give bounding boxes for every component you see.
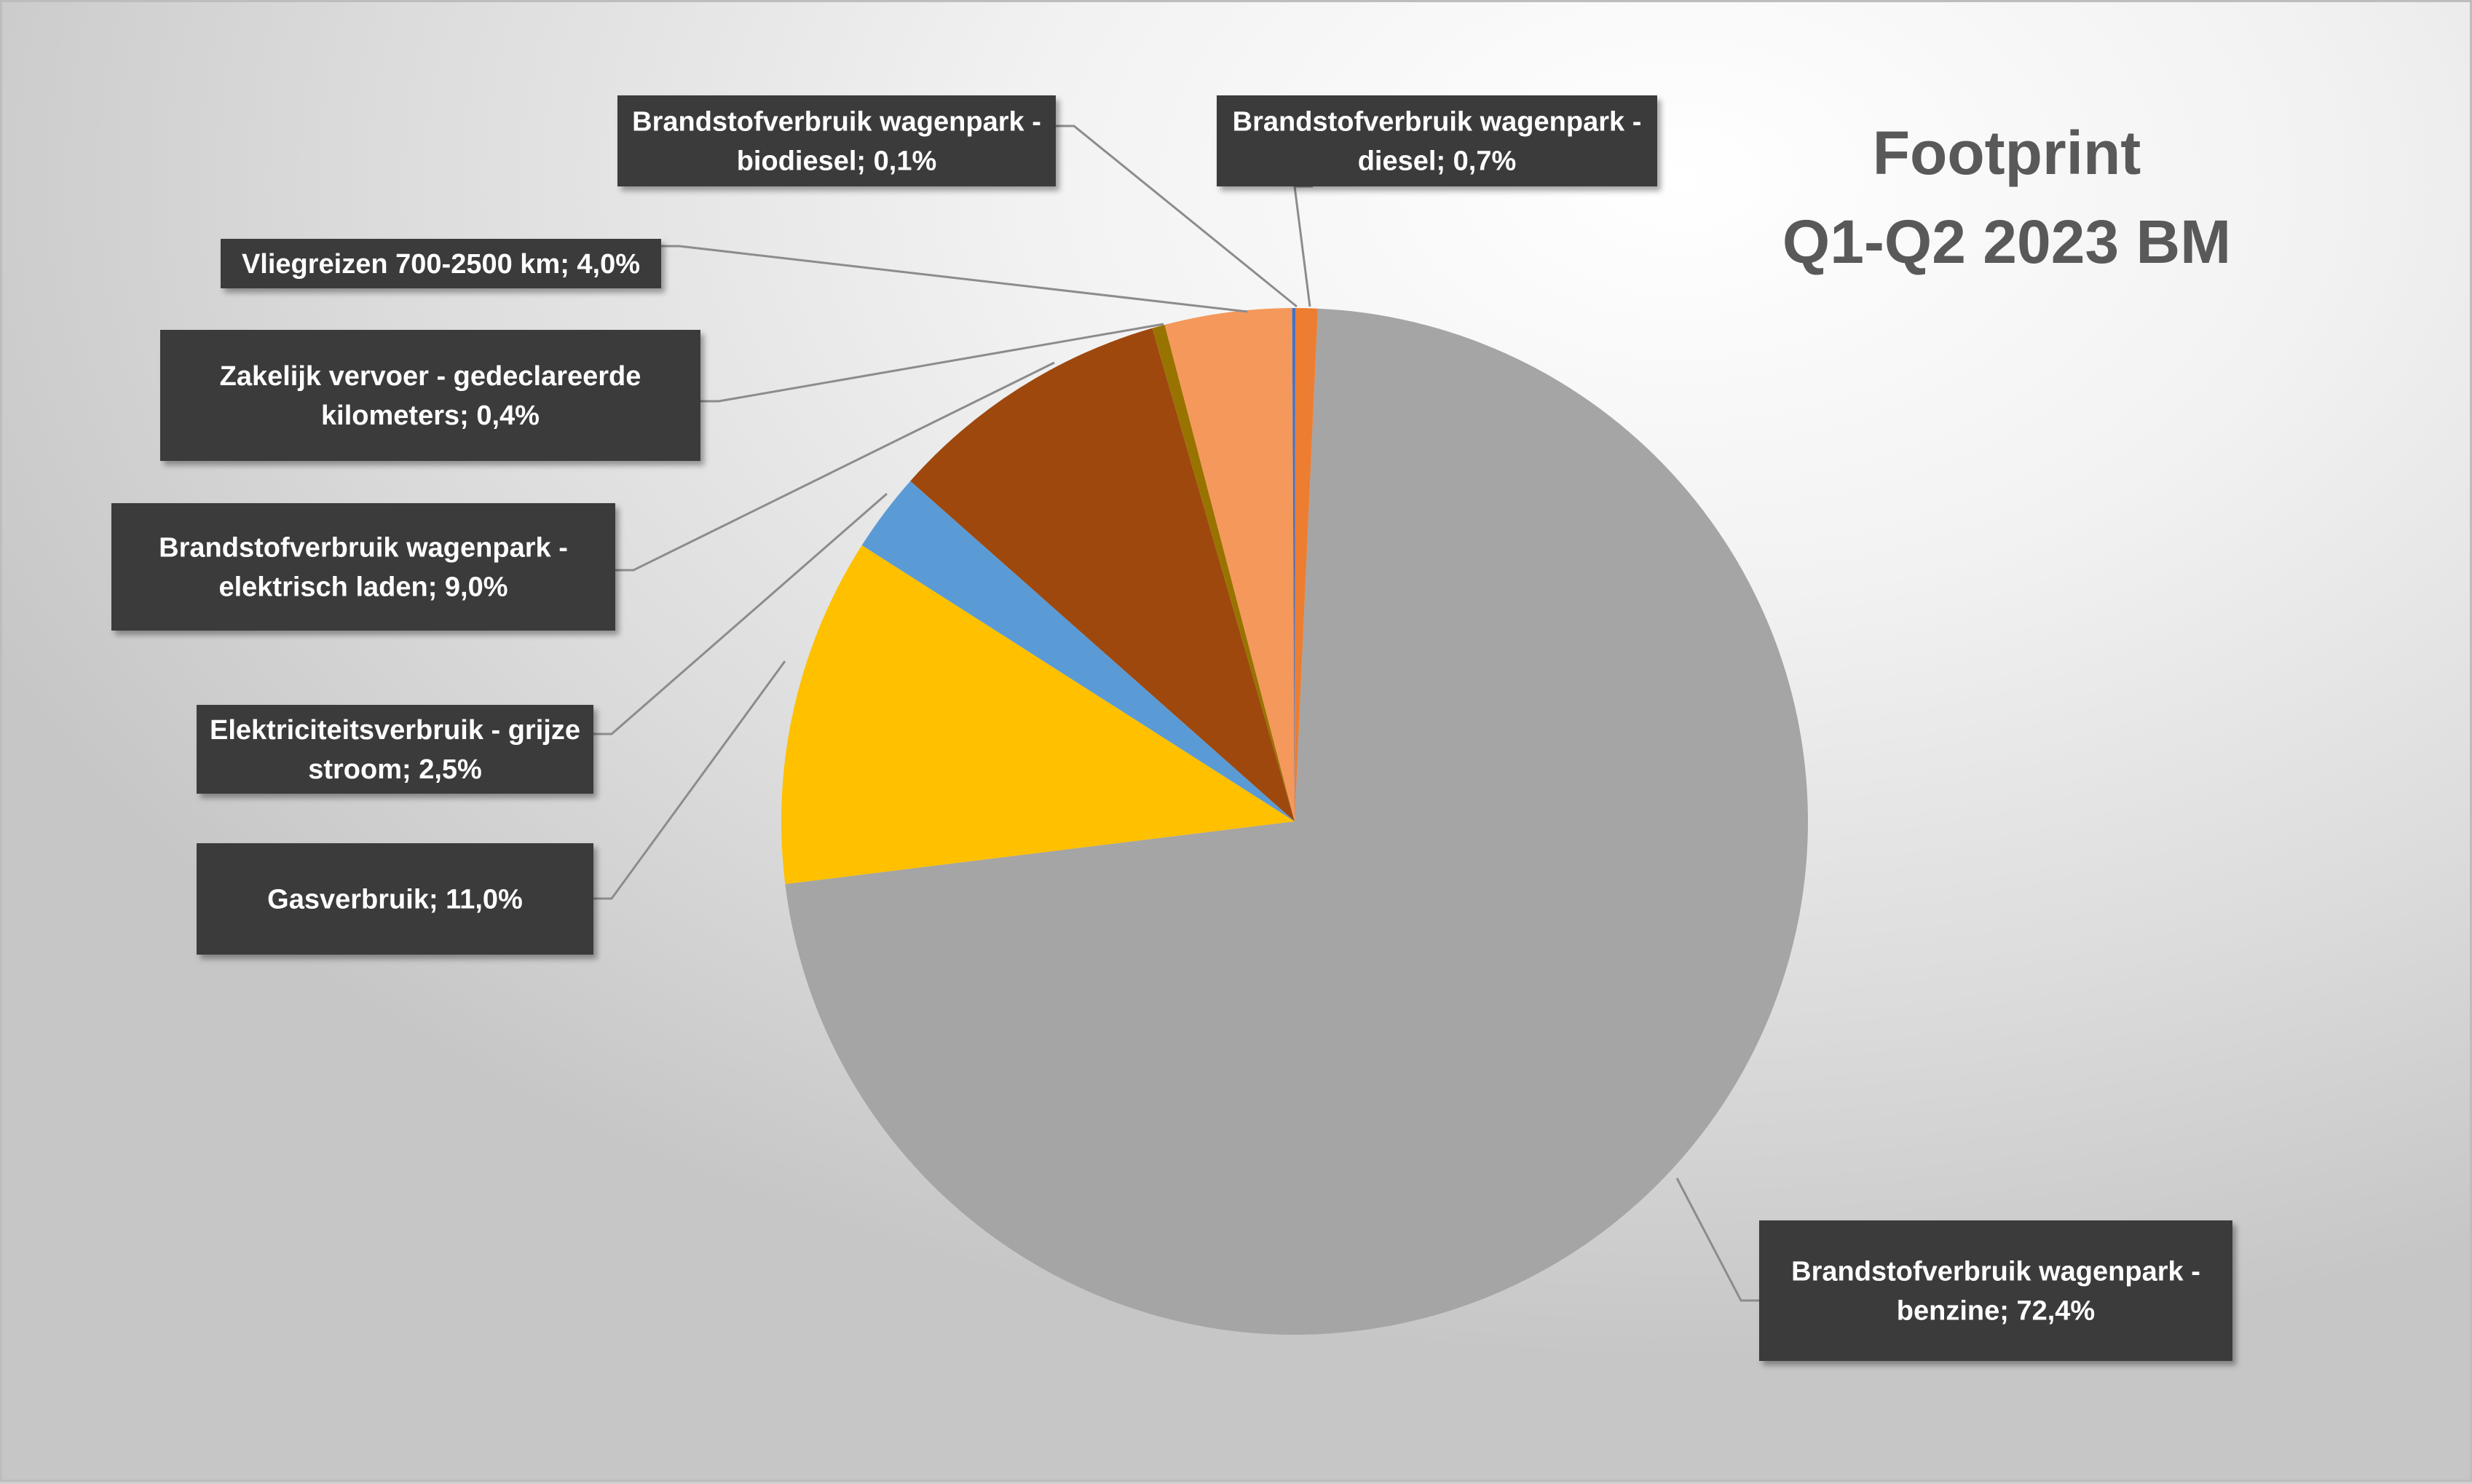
data-label: Brandstofverbruik wagenpark - benzine; 72… [1759,1220,2232,1361]
data-label-text: biodiesel; 0,1% [737,146,937,177]
data-label-text: Zakelijk vervoer - gedeclareerde [220,361,641,392]
pie-slice [781,545,1295,885]
data-label-text: Brandstofverbruik wagenpark - [1791,1257,2200,1287]
data-label: Brandstofverbruik wagenpark - elektrisch … [111,503,615,631]
data-label: Brandstofverbruik wagenpark - biodiesel; … [617,95,1056,186]
data-label-box [221,239,661,288]
data-label-box [160,330,700,461]
data-label-text: Brandstofverbruik wagenpark - [1233,107,1642,138]
data-label: Brandstofverbruik wagenpark - diesel; 0,7… [1217,95,1657,186]
data-label: Vliegreizen 700-2500 km; 4,0% [221,239,661,288]
pie-slice [1164,308,1295,821]
data-label-text: kilometers; 0,4% [321,400,540,431]
data-label-box [1759,1220,2232,1361]
leader-line [1056,125,1298,308]
leader-line [1293,185,1313,307]
leader-line [593,492,888,735]
leader-line [700,323,1164,403]
pie-slice [785,308,1808,1335]
pie-slice [910,328,1295,821]
data-label: Elektriciteitsverbruik - grijze stroom; 2… [197,705,593,794]
data-label-text: Brandstofverbruik wagenpark - [159,533,568,564]
data-label-text: elektrisch laden; 9,0% [218,572,508,603]
pie-slice [1292,308,1296,821]
data-label-text: Brandstofverbruik wagenpark - [632,107,1041,138]
data-label-text: Vliegreizen 700-2500 km; 4,0% [242,249,640,280]
data-label-box [617,95,1056,186]
pie-slice [1152,324,1295,821]
data-label-text: Elektriciteitsverbruik - grijze [210,715,580,746]
data-label-box [197,843,593,955]
data-label-box [197,705,593,794]
data-label-box [1217,95,1657,186]
data-label-text: diesel; 0,7% [1358,146,1517,177]
chart-title-line-1: Footprint [1873,119,2141,187]
data-label-text: Gasverbruik; 11,0% [267,885,523,915]
leader-line [661,245,1248,313]
pie-slice [1295,308,1318,821]
data-label-text: stroom; 2,5% [308,754,482,785]
data-label-text: benzine; 72,4% [1897,1296,2095,1327]
data-label: Zakelijk vervoer - gedeclareerde kilomete… [160,330,700,461]
leader-line [1675,1177,1759,1302]
leader-line [615,361,1055,572]
data-label-box [111,503,615,631]
pie-slice [861,481,1295,821]
leader-line [593,660,786,900]
chart-title-line-2: Q1-Q2 2023 BM [1782,208,2231,276]
data-label: Gasverbruik; 11,0% [197,843,593,955]
